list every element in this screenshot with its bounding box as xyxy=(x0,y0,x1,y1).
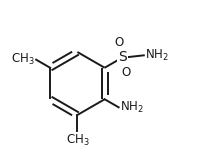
Text: S: S xyxy=(118,50,127,64)
Text: O: O xyxy=(114,36,123,49)
Text: CH$_3$: CH$_3$ xyxy=(66,132,89,147)
Text: NH$_2$: NH$_2$ xyxy=(120,100,144,115)
Text: CH$_3$: CH$_3$ xyxy=(11,52,35,67)
Text: NH$_2$: NH$_2$ xyxy=(145,48,169,63)
Text: O: O xyxy=(121,66,130,79)
